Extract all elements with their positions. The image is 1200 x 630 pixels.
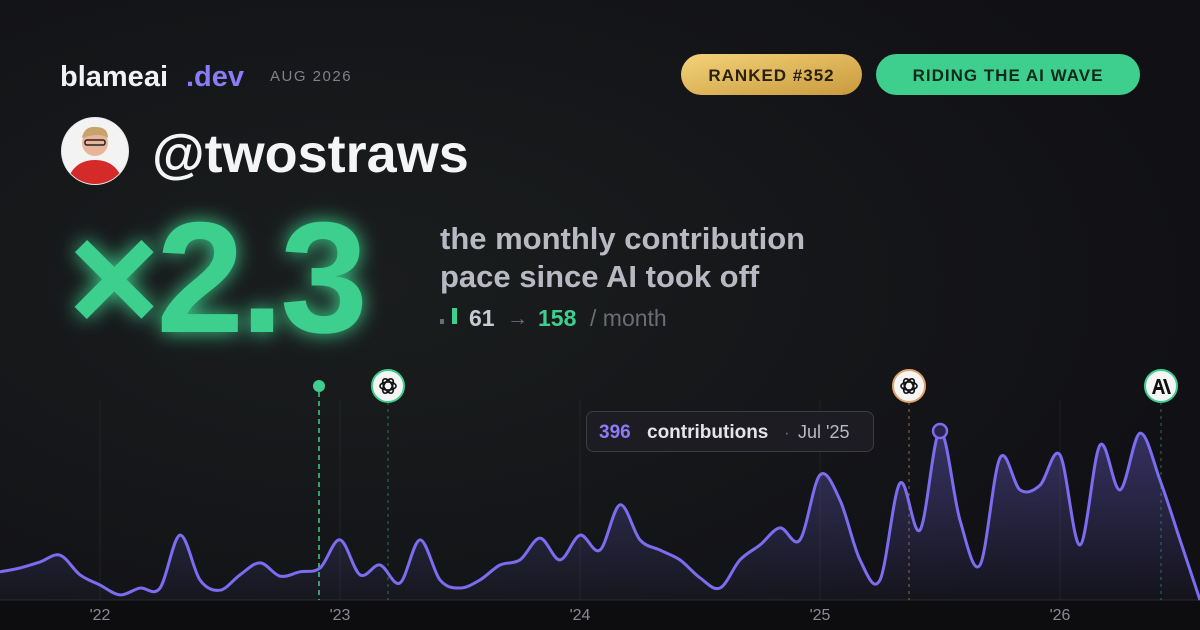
x-tick-label: '26 <box>1050 607 1071 624</box>
pace-before: 61 <box>469 305 495 331</box>
line <box>0 429 1200 601</box>
x-tick-label: '23 <box>330 607 351 624</box>
pace-unit: / month <box>590 305 667 331</box>
tooltip-label: contributions <box>647 422 768 443</box>
date: AUG 2026 <box>270 68 352 85</box>
tooltip-box <box>586 411 874 452</box>
pace-icon <box>440 319 444 324</box>
plot <box>0 422 1200 601</box>
pace-arrow: → <box>507 307 528 330</box>
pace-after: 158 <box>538 305 577 331</box>
highlight-point <box>931 422 949 440</box>
area <box>0 431 1200 600</box>
anthropic-icon <box>1144 369 1178 403</box>
x-tick-label: '24 <box>570 607 591 624</box>
grid: '22 '23 '24 '25 '26 <box>0 400 1200 630</box>
event-dot <box>313 380 325 392</box>
axis-band <box>0 600 1200 630</box>
brand-suffix: .dev <box>186 61 244 93</box>
x-tick-label: '22 <box>90 607 111 624</box>
x-tick-label: '25 <box>810 607 831 624</box>
openai-icon <box>371 369 405 403</box>
rank-badge-text: RANKED #352 <box>708 66 834 85</box>
caption-line: the monthly contribution <box>440 221 805 256</box>
tooltip-value: 396 <box>599 422 631 443</box>
handle: @twostraws <box>152 124 469 184</box>
openai-icon <box>892 369 926 403</box>
status-badge-text: RIDING THE AI WAVE <box>913 66 1104 85</box>
rank-badge <box>681 54 862 95</box>
multiplier: ×2.3 <box>68 190 364 366</box>
tooltip: 396 contributions · Jul '25 <box>586 411 874 452</box>
brand: blameai <box>60 61 168 93</box>
tooltip-separator: · <box>784 423 790 442</box>
tooltip-date: Jul '25 <box>798 422 849 442</box>
caption-line: pace since AI took off <box>440 259 760 294</box>
pace-icon <box>452 308 457 324</box>
status-badge <box>876 54 1140 95</box>
